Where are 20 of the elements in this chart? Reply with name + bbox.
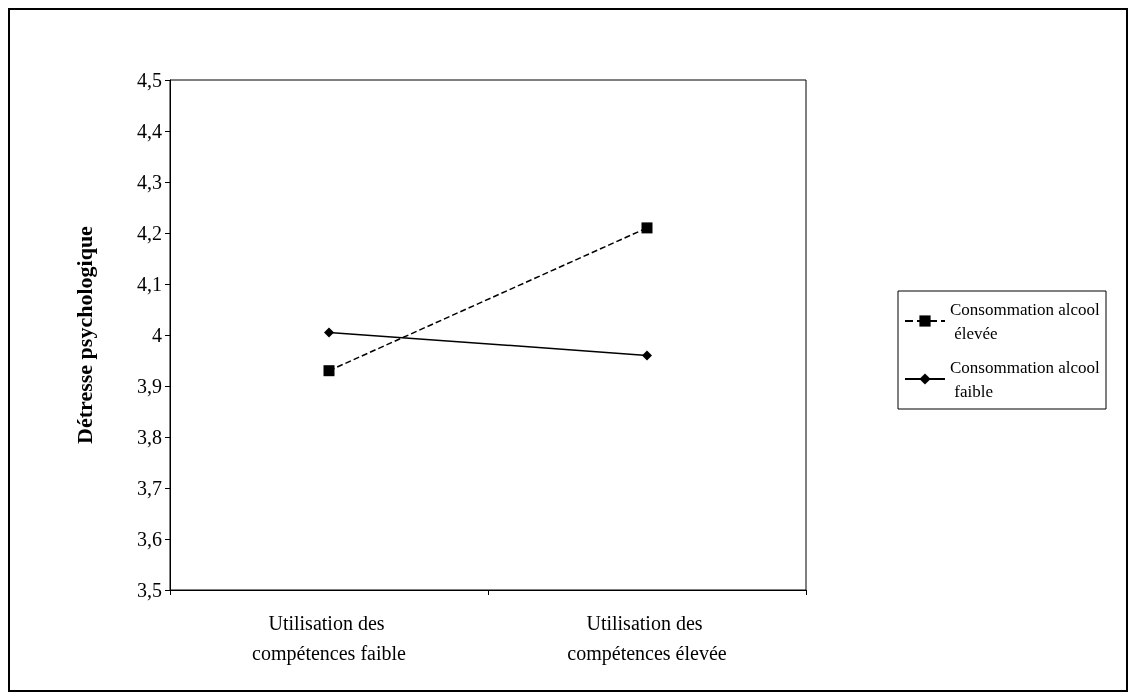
point bbox=[642, 350, 652, 361]
point bbox=[323, 365, 335, 377]
y-axis-title: Détresse psychologique bbox=[71, 225, 97, 444]
y-tick-label: 4,4 bbox=[137, 120, 162, 142]
y-tick-label: 3,8 bbox=[137, 426, 162, 448]
y-tick-label: 4,1 bbox=[137, 273, 162, 295]
y-tick-label: 4,5 bbox=[137, 69, 162, 91]
point bbox=[641, 222, 653, 234]
y-tick-label: 4,3 bbox=[137, 171, 162, 193]
x-tick-label: Utilisation des compétences faible bbox=[252, 612, 407, 665]
y-tick-label: 3,6 bbox=[137, 528, 162, 550]
legend-label: Consommation alcool faible bbox=[950, 357, 1100, 401]
legend-label: Consommation alcool élevée bbox=[950, 299, 1100, 343]
x-tick-label: Utilisation des compétences élevée bbox=[567, 612, 727, 665]
y-tick-label: 4,2 bbox=[137, 222, 162, 244]
y-tick-label: 3,7 bbox=[137, 477, 162, 499]
y-tick-label: 3,5 bbox=[137, 579, 162, 601]
y-tick-label: 4 bbox=[152, 324, 162, 346]
point bbox=[324, 327, 334, 338]
y-tick-label: 3,9 bbox=[137, 375, 162, 397]
